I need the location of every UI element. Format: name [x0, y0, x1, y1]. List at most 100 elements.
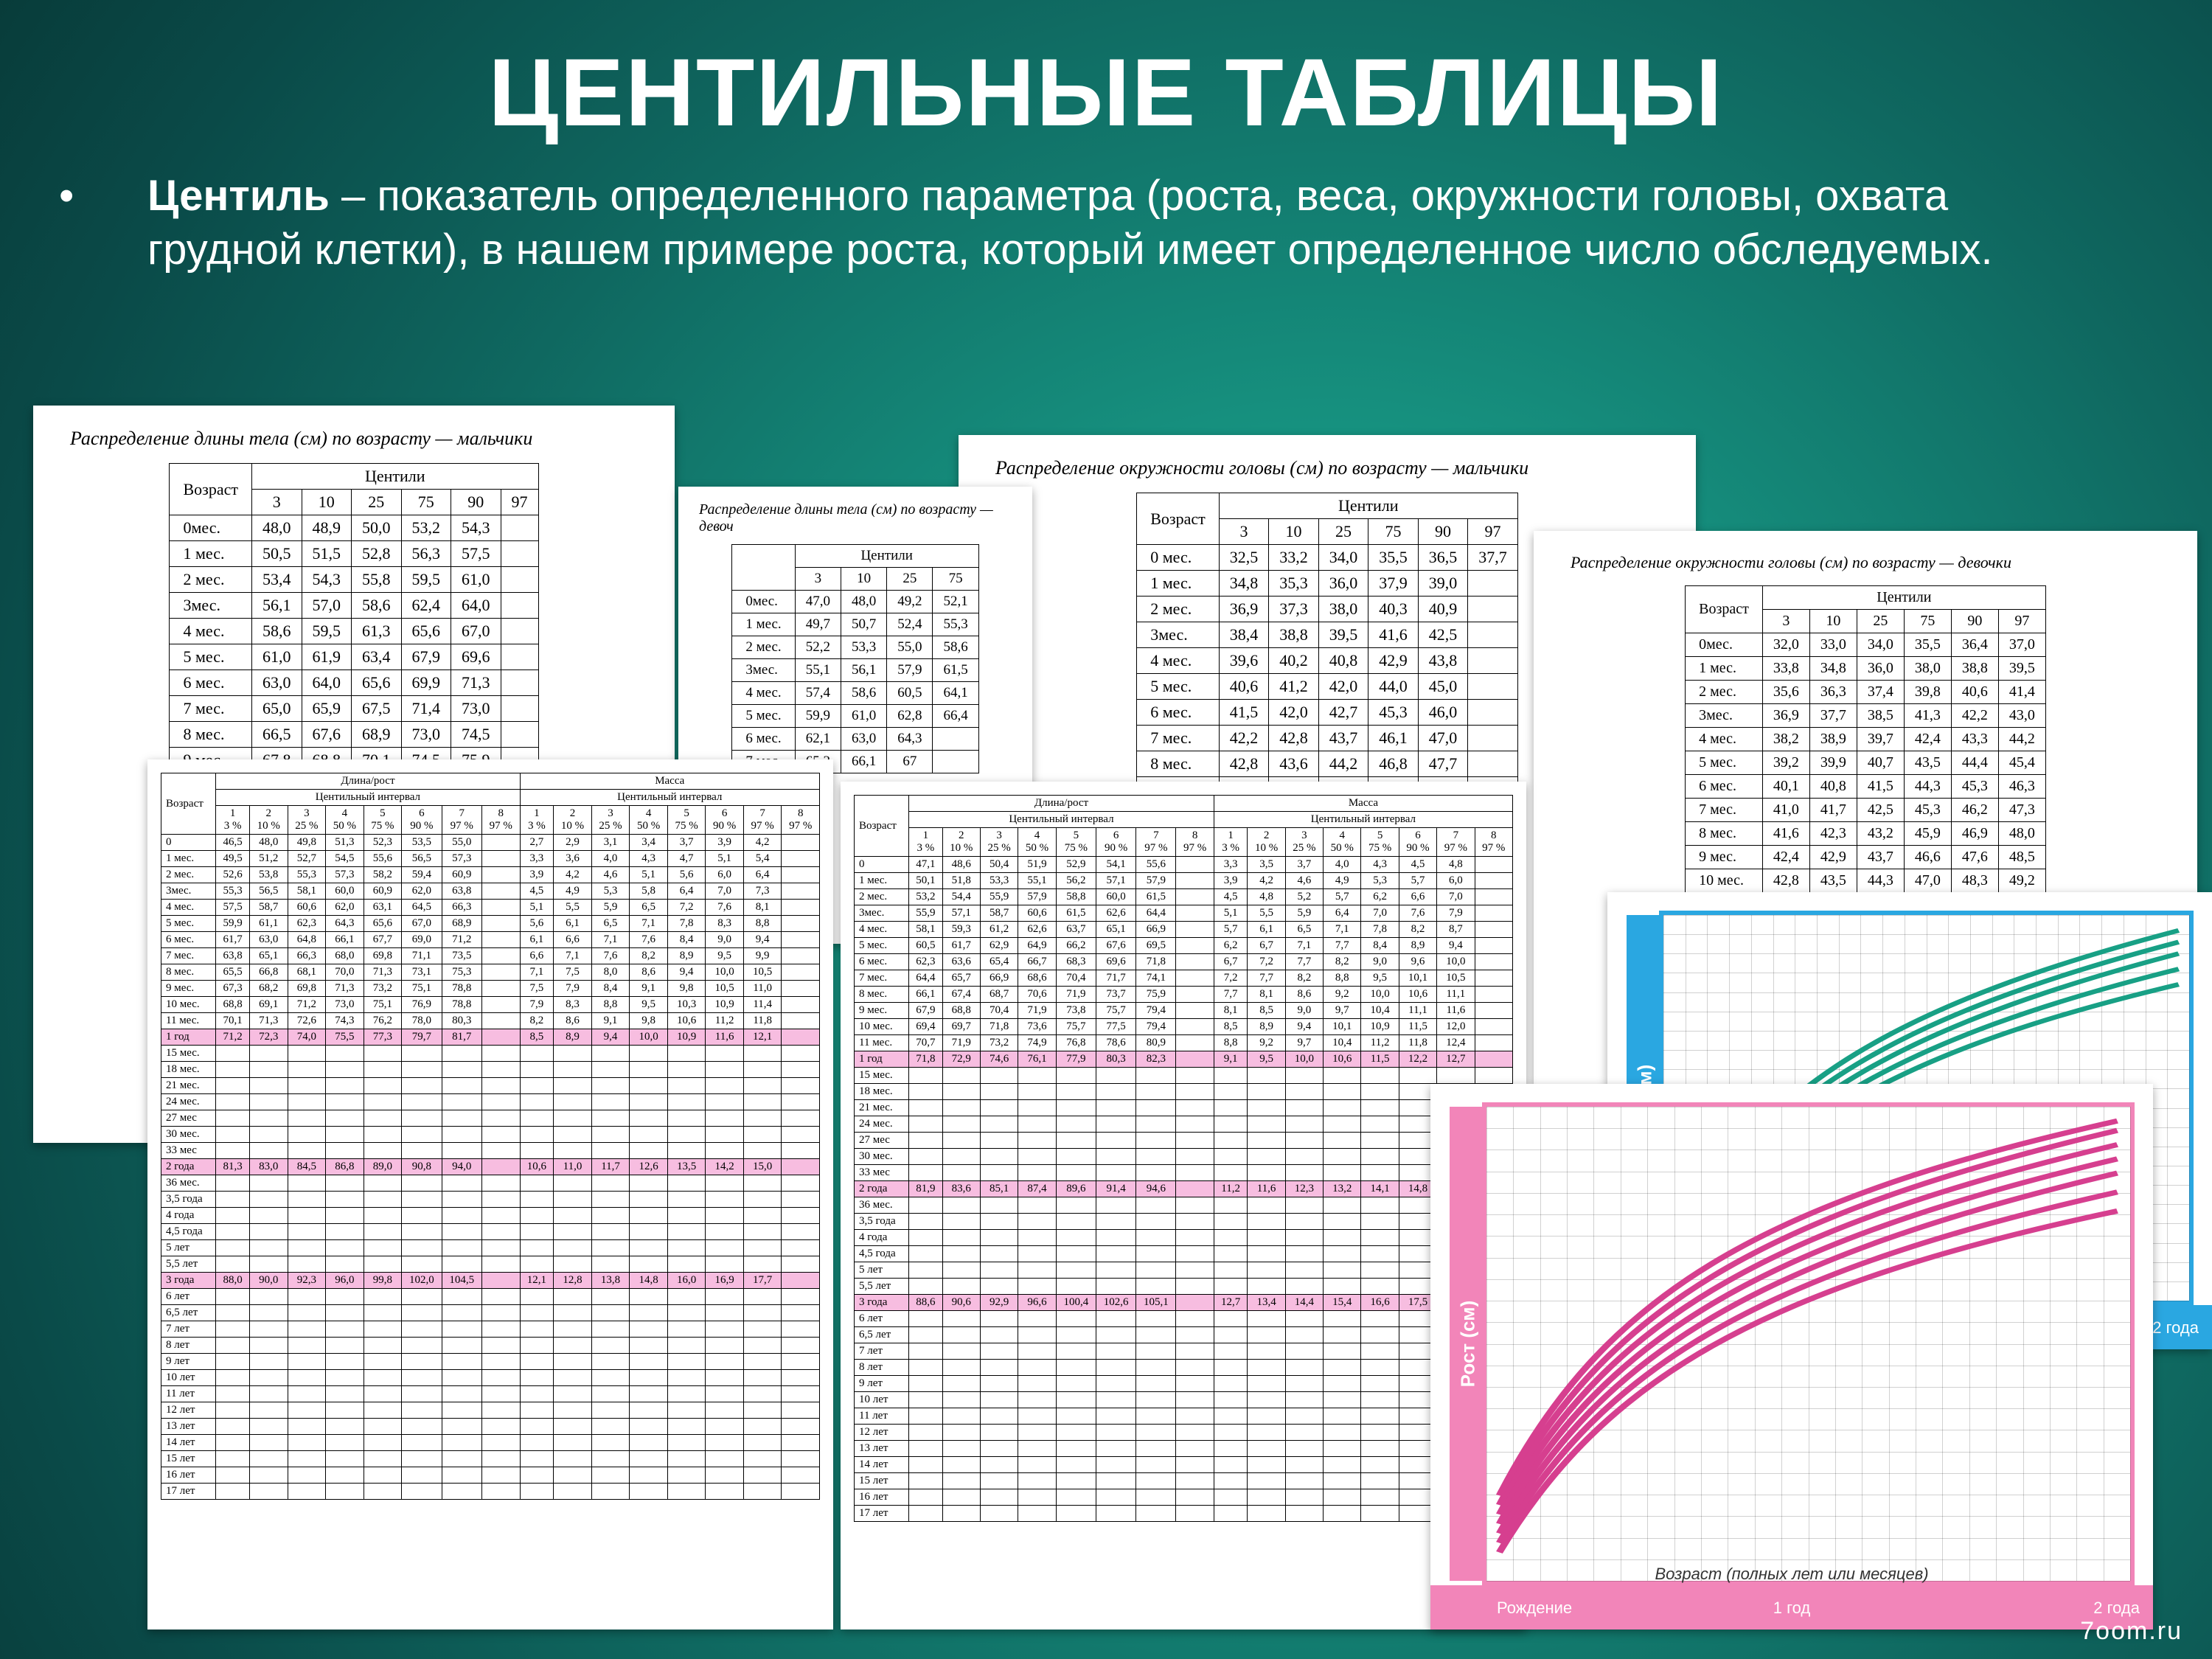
centile-col: 90 — [451, 490, 501, 515]
cell: 35,5 — [1368, 545, 1419, 571]
centile-col: 10 — [302, 490, 352, 515]
subhead: Центильный интервал — [216, 790, 520, 806]
dense-table: Возраст Длина/рост Масса Центильный инте… — [854, 795, 1513, 1522]
cell: 40,6 — [1951, 681, 1998, 704]
cell: 34,0 — [1318, 545, 1368, 571]
cell: 58,6 — [252, 619, 302, 644]
col-age: Возраст — [170, 464, 252, 515]
subtitle-rest: – показатель определенного параметра (ро… — [147, 172, 1993, 274]
cell: 44,4 — [1951, 751, 1998, 775]
cell: 42,2 — [1219, 726, 1269, 751]
cell: 62,8 — [887, 705, 933, 728]
cell: 63,0 — [841, 728, 886, 751]
col-age: Возраст — [855, 796, 909, 857]
cell: 36,9 — [1219, 597, 1269, 622]
cell: 43,6 — [1269, 751, 1319, 777]
cell: 60,5 — [887, 682, 933, 705]
cell: 57,4 — [795, 682, 841, 705]
cell: 37,7 — [1468, 545, 1518, 571]
col-group: Центили — [1219, 493, 1517, 519]
row-age: 3мес. — [1137, 622, 1220, 648]
cell: 33,8 — [1762, 657, 1809, 681]
cell — [501, 670, 538, 696]
col-age: Возраст — [1137, 493, 1220, 545]
cell: 68,9 — [352, 722, 402, 748]
cell: 54,3 — [302, 567, 352, 593]
cell: 39,5 — [1318, 622, 1368, 648]
cell — [501, 515, 538, 541]
cell: 64,0 — [451, 593, 501, 619]
cell: 66,4 — [933, 705, 978, 728]
cell: 65,0 — [252, 696, 302, 722]
cell — [501, 593, 538, 619]
chart-ylab: Рост (см) — [1457, 1301, 1480, 1388]
cell: 46,2 — [1951, 799, 1998, 822]
sheet-caption: Распределение окружности головы (см) по … — [1534, 531, 2197, 585]
cell: 64,0 — [302, 670, 352, 696]
cell: 47,7 — [1418, 751, 1468, 777]
cell: 32,0 — [1762, 633, 1809, 657]
centile-col: 97 — [1998, 610, 2045, 633]
cell: 40,6 — [1219, 674, 1269, 700]
cell: 57,0 — [302, 593, 352, 619]
cell: 36,0 — [1857, 657, 1904, 681]
cell: 47,0 — [1904, 869, 1951, 893]
centile-col: 75 — [933, 568, 978, 591]
cell: 67,0 — [451, 619, 501, 644]
cell: 61,9 — [302, 644, 352, 670]
centile-col: 3 — [795, 568, 841, 591]
slide-subtitle: •Центиль – показатель определенного пара… — [0, 147, 2212, 276]
chart-curves — [1486, 1107, 2130, 1581]
cell: 59,5 — [302, 619, 352, 644]
cell: 61,0 — [252, 644, 302, 670]
centile-col: 75 — [1904, 610, 1951, 633]
row-age: 7 мес. — [1686, 799, 1763, 822]
row-age: 5 мес. — [732, 705, 795, 728]
row-age: 3мес. — [170, 593, 252, 619]
cell: 63,4 — [352, 644, 402, 670]
cell: 34,8 — [1219, 571, 1269, 597]
subtitle-term: Центиль — [147, 172, 330, 220]
sheet-dense-mid: Возраст Длина/рост Масса Центильный инте… — [841, 782, 1526, 1630]
cell: 55,1 — [795, 659, 841, 682]
cell: 43,8 — [1418, 648, 1468, 674]
cell: 46,1 — [1368, 726, 1419, 751]
row-age: 6 мес. — [170, 670, 252, 696]
cell: 49,2 — [887, 591, 933, 613]
cell: 66,5 — [252, 722, 302, 748]
row-age: 0мес. — [170, 515, 252, 541]
row-age: 5 мес. — [1686, 751, 1763, 775]
row-age: 1 мес. — [1137, 571, 1220, 597]
cell: 41,7 — [1809, 799, 1857, 822]
cell: 65,9 — [302, 696, 352, 722]
cell: 40,2 — [1269, 648, 1319, 674]
subhead: Центильный интервал — [520, 790, 819, 806]
row-age: 1 мес. — [732, 613, 795, 636]
row-age: 2 мес. — [732, 636, 795, 659]
cell: 45,3 — [1904, 799, 1951, 822]
row-age: 8 мес. — [170, 722, 252, 748]
row-age: 0мес. — [1686, 633, 1763, 657]
cell: 42,5 — [1418, 622, 1468, 648]
cell: 41,5 — [1219, 700, 1269, 726]
row-age: 9 мес. — [1686, 846, 1763, 869]
cell: 38,8 — [1951, 657, 1998, 681]
chart-xstart: Рождение — [1497, 1599, 1572, 1618]
cell: 47,0 — [1418, 726, 1468, 751]
cell: 50,0 — [352, 515, 402, 541]
cell: 50,5 — [252, 541, 302, 567]
cell: 46,6 — [1904, 846, 1951, 869]
cell — [1468, 597, 1518, 622]
cell: 39,8 — [1904, 681, 1951, 704]
cell: 51,5 — [302, 541, 352, 567]
cell: 36,4 — [1951, 633, 1998, 657]
cell: 40,1 — [1762, 775, 1809, 799]
cell: 53,3 — [841, 636, 886, 659]
col-age — [732, 545, 795, 591]
cell: 46,9 — [1951, 822, 1998, 846]
cell: 53,2 — [401, 515, 451, 541]
centile-col: 75 — [401, 490, 451, 515]
row-age: 3мес. — [1686, 704, 1763, 728]
cell: 38,0 — [1904, 657, 1951, 681]
row-age: 4 мес. — [732, 682, 795, 705]
